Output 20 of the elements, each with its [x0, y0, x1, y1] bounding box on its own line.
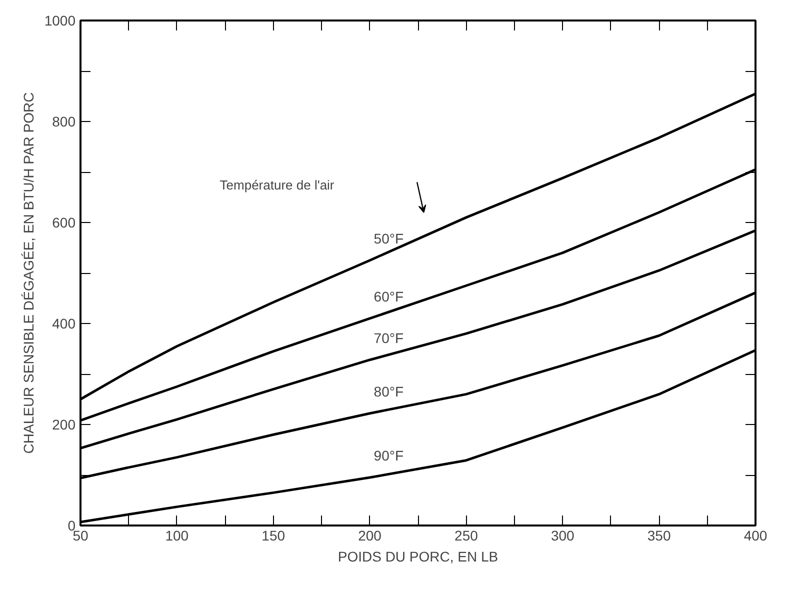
annotation: Température de l'air — [220, 177, 335, 192]
series-label: 50°F — [374, 230, 404, 246]
series-label: 70°F — [374, 330, 404, 346]
series-label: 60°F — [374, 288, 404, 304]
y-axis-title: CHALEUR SENSIBLE DÉGAGÉE, EN BTU/H PAR PORC — [20, 92, 36, 454]
y-tick-label: 800 — [52, 114, 76, 130]
x-tick-label: 250 — [454, 528, 478, 544]
x-axis-title: POIDS DU PORC, EN LB — [338, 548, 498, 564]
y-tick-label: 200 — [52, 416, 76, 432]
x-tick-label: 350 — [647, 528, 671, 544]
x-tick-label: 300 — [550, 528, 575, 544]
x-tick-label: 400 — [744, 528, 768, 544]
y-tick-label: 600 — [52, 214, 76, 230]
x-tick-label: 200 — [358, 528, 382, 544]
y-tick-label: 1000 — [44, 12, 76, 28]
y-tick-label: 400 — [52, 316, 76, 332]
x-tick-label: 150 — [262, 528, 286, 544]
series-label: 90°F — [374, 448, 404, 464]
x-tick-label: 100 — [165, 528, 189, 544]
series-label: 80°F — [374, 383, 404, 400]
